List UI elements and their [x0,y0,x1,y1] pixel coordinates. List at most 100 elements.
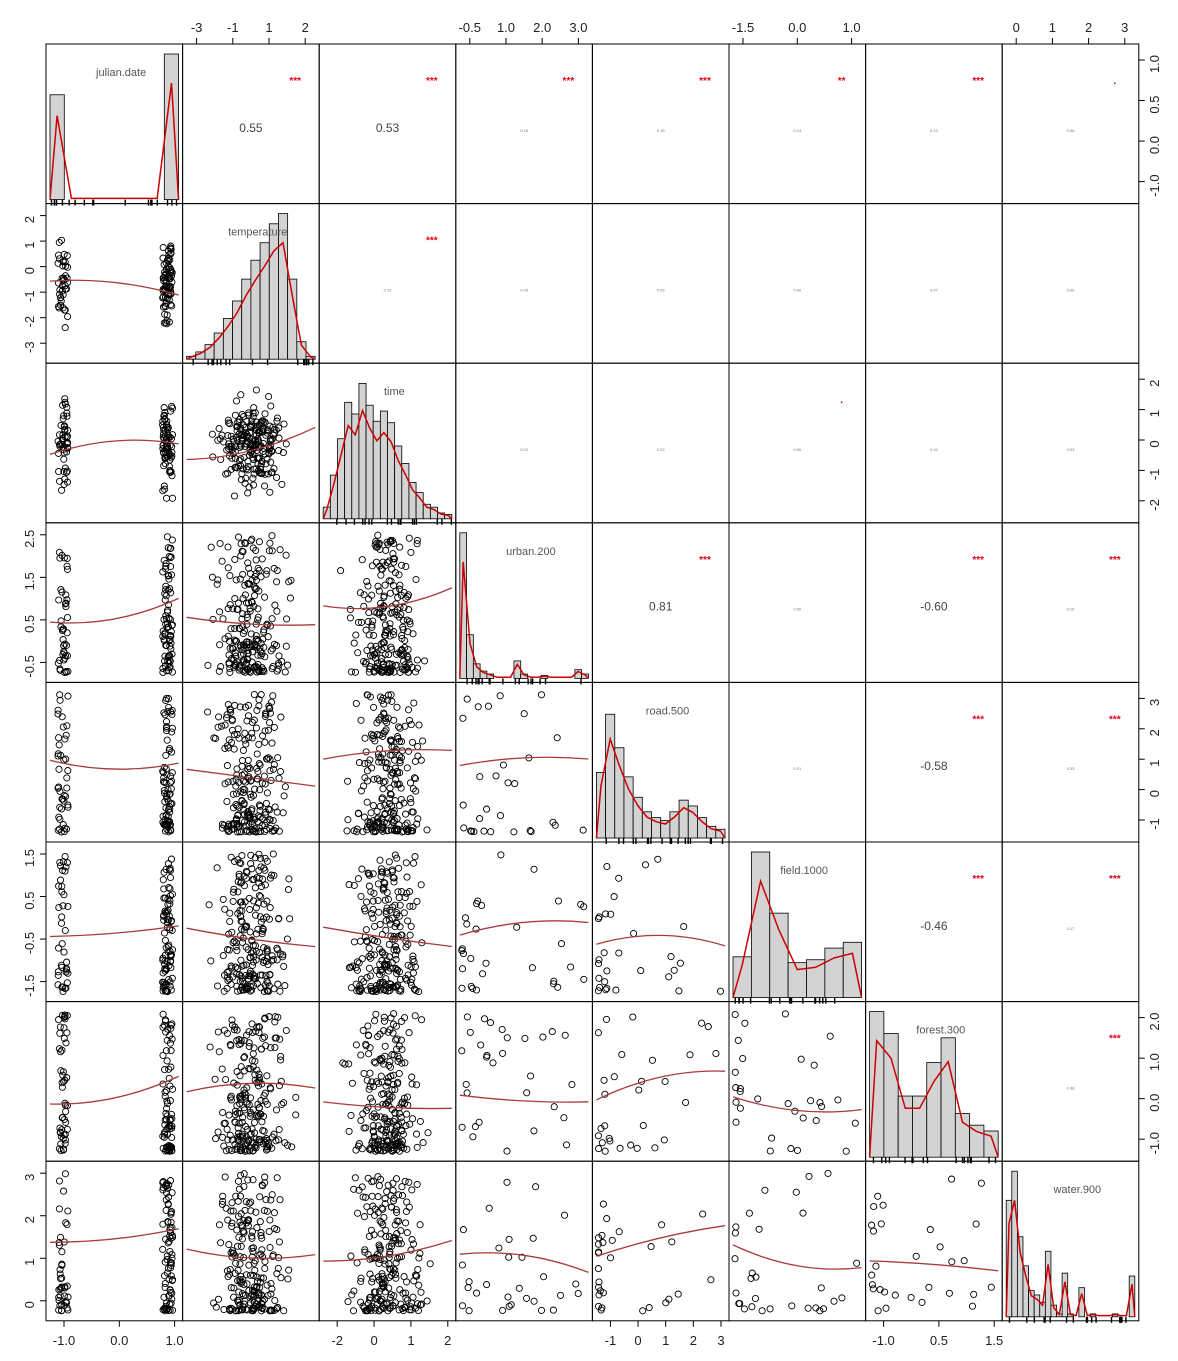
scatter-point [406,779,415,787]
scatter-point [229,821,237,829]
bottom-axis-tick-label: 3 [717,1333,724,1348]
right-axis-tick-label: 2.0 [1147,1013,1162,1031]
scatter-point [231,555,239,564]
scatter-point [383,558,391,567]
scatter-point [367,950,375,958]
scatter-point [248,1307,256,1315]
scatter-point [262,570,270,578]
scatter-point [61,735,69,743]
scatter-point [238,918,246,926]
scatter-point [252,911,260,919]
scatter-point [595,956,603,964]
scatter-point [385,1284,393,1292]
scatter-point [271,1034,279,1042]
scatter-point [54,981,62,989]
scatter-point [398,1017,406,1025]
scatter-point [647,1243,655,1251]
scatter-point [386,1058,394,1066]
scatter-point [230,1293,238,1301]
scatter-point [382,1233,390,1241]
scatter-point [229,605,237,613]
scatter-point [377,865,385,873]
scatter-point [246,954,254,962]
scatter-point [262,1146,271,1154]
scatter-point [166,1039,174,1047]
scatter-point [387,538,395,546]
scatter-point [401,722,409,730]
scatter-point [219,615,227,623]
scatter-point [380,700,388,708]
scatter-point [365,1232,373,1240]
scatter-point [270,985,278,993]
scatter-point [521,1034,529,1042]
scatter-point [163,825,171,833]
scatter-point [249,941,257,949]
scatter-point [365,609,373,617]
scatter-point [496,811,505,820]
scatter-point [594,1240,602,1248]
scatter-point [374,1193,382,1201]
scatter-point [382,907,390,915]
scatter-point [596,983,604,991]
left-axis-tick-label: -1.5 [22,974,37,996]
scatter-point [237,912,245,921]
scatter-point [168,946,177,954]
scatter-point [577,900,585,908]
scatter-point [270,465,278,473]
scatter-point [365,821,374,830]
scatter-point [605,1134,613,1142]
scatter-point [234,878,242,886]
scatter-point [271,1013,279,1021]
scatter-point [268,739,276,747]
scatter-point [484,702,492,710]
scatter-point [366,972,374,980]
scatter-point [630,929,638,938]
scatter-point [229,645,237,653]
scatter-point [627,1141,635,1149]
scatter-point [377,1175,385,1183]
scatter-point [241,540,249,548]
scatter-point [165,1292,173,1300]
scatter-point [369,732,377,740]
scatter-point [379,1142,388,1150]
top-axis-tick-label: 2 [302,20,309,35]
scatter-point [250,897,258,905]
scatter-point [165,575,173,583]
scatter-point [409,1115,417,1123]
scatter-point [355,1186,363,1194]
scatter-point [250,1291,258,1299]
scatter-point [874,1192,882,1200]
scatter-point [168,974,176,982]
scatter-point [238,615,246,623]
scatter-point [386,736,394,744]
panel-frame [455,203,593,364]
scatter-point [393,947,401,955]
scatter-point [658,1221,666,1229]
scatter-point [487,828,495,836]
scatter-point [402,1219,410,1227]
scatter-point [396,585,404,593]
scatter-point [159,1245,167,1253]
scatter-point [406,620,414,628]
scatter-point [386,1026,394,1034]
scatter-point [397,931,405,939]
histogram-bar [806,959,826,999]
scatter-point [228,717,236,725]
panel-frame [865,362,1003,524]
scatter-point [55,944,63,952]
scatter-point [59,401,67,409]
scatter-point [57,293,65,302]
scatter-point [556,1291,565,1299]
scatter-point [168,710,176,719]
scatter-point [211,1075,219,1083]
scatter-point [237,442,245,450]
scatter-point [258,667,266,676]
scatter-point [283,935,291,943]
scatter-point [247,860,255,868]
scatter-point [368,1192,376,1200]
scatter-point [378,565,386,573]
scatter-point [238,925,246,933]
scatter-point [223,1125,231,1133]
scatter-point [260,772,268,780]
scatter-point [360,813,369,821]
